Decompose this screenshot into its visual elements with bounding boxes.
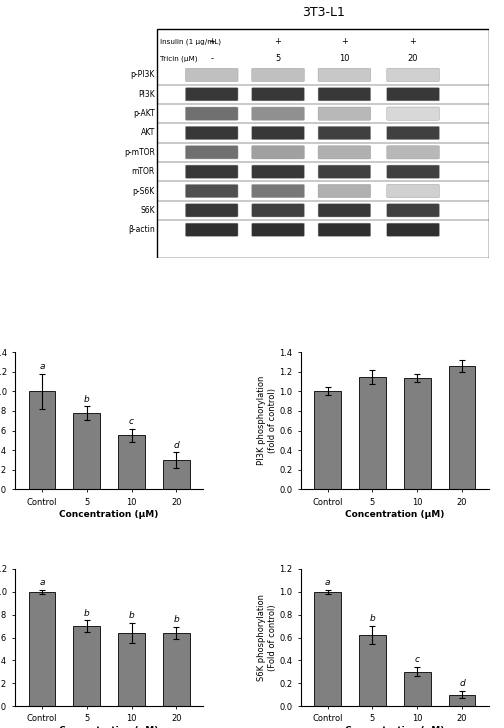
Text: b: b — [84, 609, 90, 617]
Text: 10: 10 — [339, 54, 350, 63]
FancyBboxPatch shape — [185, 204, 238, 217]
FancyBboxPatch shape — [252, 165, 304, 178]
FancyBboxPatch shape — [252, 107, 304, 120]
Bar — [359, 636, 386, 706]
Text: c: c — [129, 417, 134, 426]
FancyBboxPatch shape — [387, 146, 439, 159]
Text: Tricin (μM): Tricin (μM) — [160, 55, 197, 62]
FancyBboxPatch shape — [185, 165, 238, 178]
X-axis label: Concentration (μM): Concentration (μM) — [345, 510, 445, 518]
FancyBboxPatch shape — [318, 87, 370, 101]
FancyBboxPatch shape — [185, 68, 238, 82]
Y-axis label: PI3K phosphorylation
(fold of control): PI3K phosphorylation (fold of control) — [257, 376, 277, 465]
FancyBboxPatch shape — [387, 68, 439, 82]
FancyBboxPatch shape — [387, 204, 439, 217]
Text: b: b — [129, 611, 135, 620]
Text: a: a — [325, 578, 331, 587]
Text: p-AKT: p-AKT — [133, 109, 155, 118]
FancyBboxPatch shape — [185, 107, 238, 120]
FancyBboxPatch shape — [185, 223, 238, 237]
Bar — [449, 366, 475, 489]
FancyBboxPatch shape — [318, 184, 370, 197]
FancyBboxPatch shape — [318, 146, 370, 159]
FancyBboxPatch shape — [387, 223, 439, 237]
FancyBboxPatch shape — [318, 223, 370, 237]
Text: d: d — [459, 679, 465, 689]
FancyBboxPatch shape — [318, 165, 370, 178]
FancyBboxPatch shape — [185, 184, 238, 197]
Bar — [118, 435, 145, 489]
FancyBboxPatch shape — [252, 204, 304, 217]
Text: AKT: AKT — [141, 128, 155, 138]
Text: PI3K: PI3K — [138, 90, 155, 99]
FancyBboxPatch shape — [318, 68, 370, 82]
FancyBboxPatch shape — [318, 107, 370, 120]
Text: p-S6K: p-S6K — [133, 186, 155, 196]
FancyBboxPatch shape — [387, 165, 439, 178]
FancyBboxPatch shape — [185, 87, 238, 101]
Bar — [163, 633, 190, 706]
FancyBboxPatch shape — [252, 68, 304, 82]
Bar — [163, 460, 190, 489]
Text: p-PI3K: p-PI3K — [131, 71, 155, 79]
Bar — [404, 672, 431, 706]
Bar — [118, 633, 145, 706]
Text: d: d — [173, 440, 179, 450]
Text: p-mTOR: p-mTOR — [124, 148, 155, 157]
Bar — [359, 376, 386, 489]
FancyBboxPatch shape — [252, 146, 304, 159]
X-axis label: Concentration (μM): Concentration (μM) — [59, 727, 159, 728]
Text: S6K: S6K — [140, 206, 155, 215]
Text: 5: 5 — [275, 54, 281, 63]
Text: mTOR: mTOR — [132, 167, 155, 176]
Text: c: c — [415, 655, 420, 665]
FancyBboxPatch shape — [252, 87, 304, 101]
Text: 20: 20 — [408, 54, 418, 63]
Bar — [314, 592, 341, 706]
FancyBboxPatch shape — [318, 204, 370, 217]
FancyBboxPatch shape — [387, 87, 439, 101]
Bar — [29, 392, 55, 489]
Bar — [29, 592, 55, 706]
Y-axis label: S6K phosphorylation
(Fold of control): S6K phosphorylation (Fold of control) — [257, 594, 277, 681]
Text: +: + — [208, 37, 215, 47]
Bar — [314, 392, 341, 489]
Bar — [157, 29, 489, 258]
Text: b: b — [173, 615, 179, 625]
Bar — [404, 378, 431, 489]
Text: 3T3-L1: 3T3-L1 — [301, 7, 345, 20]
FancyBboxPatch shape — [387, 107, 439, 120]
Text: +: + — [410, 37, 416, 47]
Bar — [73, 413, 100, 489]
FancyBboxPatch shape — [387, 127, 439, 140]
FancyBboxPatch shape — [318, 127, 370, 140]
FancyBboxPatch shape — [252, 223, 304, 237]
Bar — [449, 695, 475, 706]
FancyBboxPatch shape — [387, 184, 439, 197]
Text: b: b — [84, 395, 90, 403]
Text: a: a — [39, 363, 45, 371]
Bar — [73, 626, 100, 706]
Text: -: - — [210, 54, 213, 63]
Text: a: a — [39, 578, 45, 587]
X-axis label: Concentration (μM): Concentration (μM) — [59, 510, 159, 518]
Text: +: + — [275, 37, 282, 47]
FancyBboxPatch shape — [185, 146, 238, 159]
FancyBboxPatch shape — [252, 184, 304, 197]
FancyBboxPatch shape — [252, 127, 304, 140]
Text: +: + — [341, 37, 348, 47]
Text: Insulin (1 μg/mL): Insulin (1 μg/mL) — [160, 39, 221, 45]
Text: β-actin: β-actin — [128, 225, 155, 234]
FancyBboxPatch shape — [185, 127, 238, 140]
Text: b: b — [369, 614, 375, 623]
X-axis label: Concentration (μM): Concentration (μM) — [345, 727, 445, 728]
